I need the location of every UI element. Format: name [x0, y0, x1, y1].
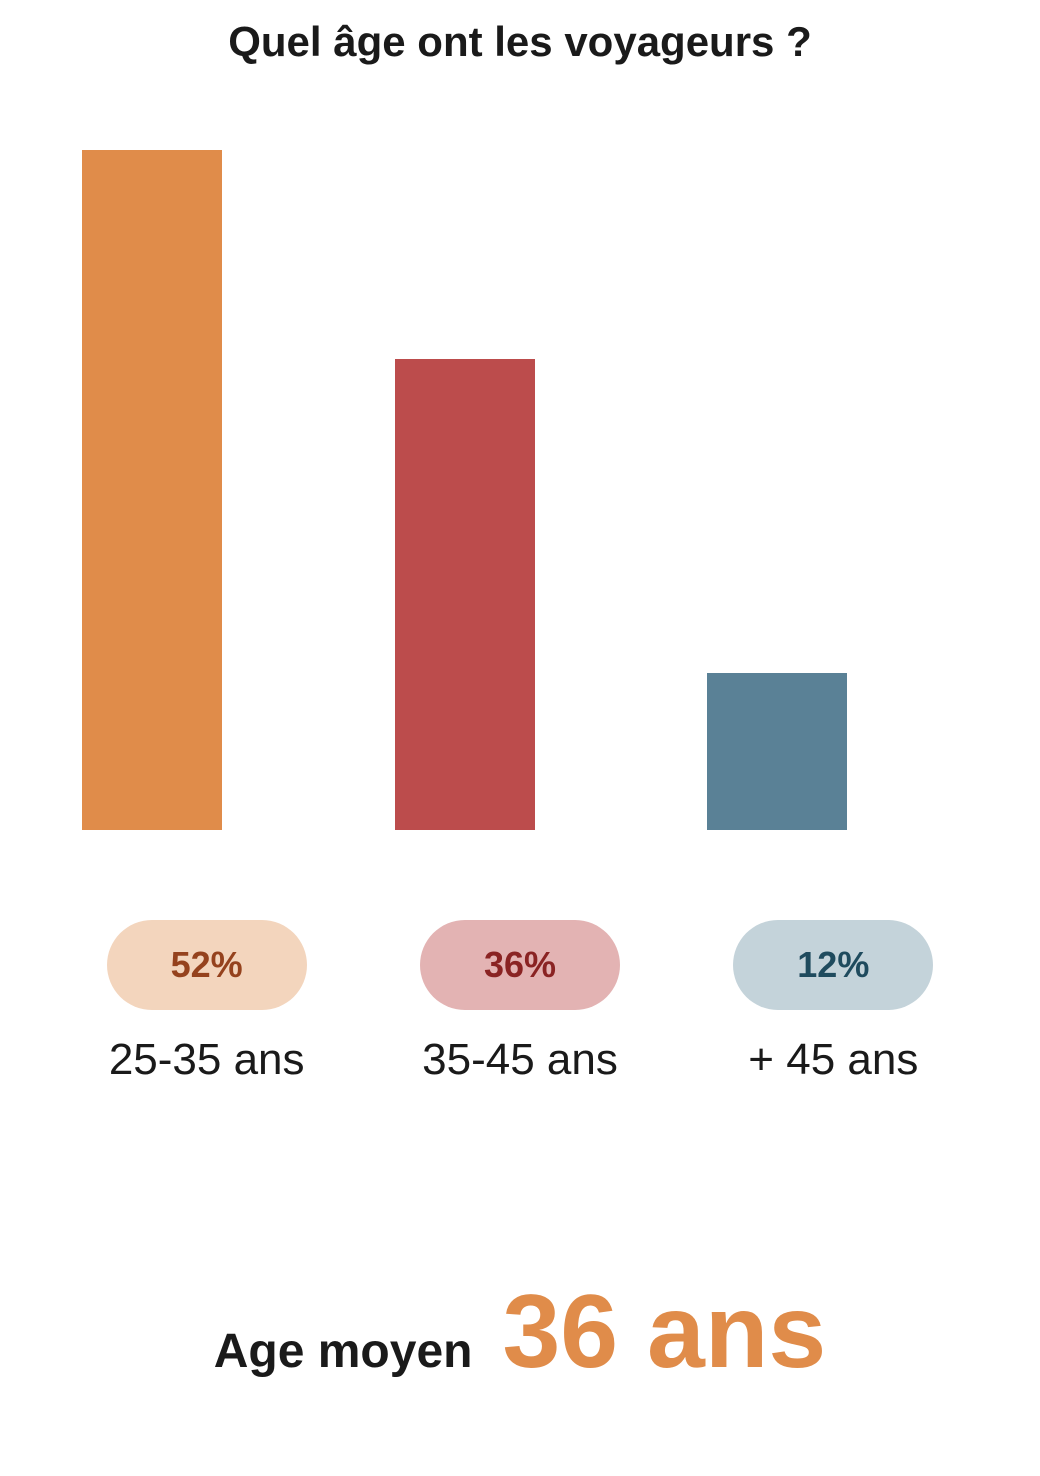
footer-value: 36 ans	[502, 1280, 826, 1384]
bar-2	[707, 673, 847, 830]
range-0: 25-35 ans	[50, 1035, 363, 1085]
range-row: 25-35 ans 35-45 ans + 45 ans	[50, 1035, 990, 1085]
bar-1	[395, 359, 535, 830]
range-2: + 45 ans	[677, 1035, 990, 1085]
bar-0	[82, 150, 222, 830]
pill-0-label: 52%	[171, 944, 243, 986]
pill-0: 52%	[107, 920, 307, 1010]
pill-2-label: 12%	[797, 944, 869, 986]
pill-1: 36%	[420, 920, 620, 1010]
bar-chart	[82, 150, 942, 830]
footer: Age moyen 36 ans	[0, 1280, 1040, 1384]
chart-title: Quel âge ont les voyageurs ?	[0, 0, 1040, 66]
pill-row: 52% 36% 12%	[50, 920, 990, 1010]
footer-label: Age moyen	[214, 1324, 473, 1379]
pill-2: 12%	[733, 920, 933, 1010]
pill-1-label: 36%	[484, 944, 556, 986]
range-1: 35-45 ans	[363, 1035, 676, 1085]
col-0: 52%	[50, 920, 363, 1010]
col-1: 36%	[363, 920, 676, 1010]
col-2: 12%	[677, 920, 990, 1010]
